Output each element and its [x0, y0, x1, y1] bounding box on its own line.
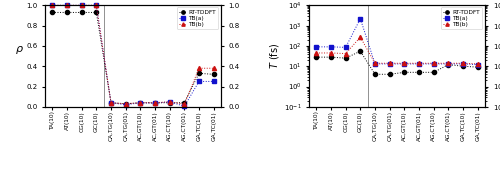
TB(a) — [342, 46, 348, 48]
RT-TDDFT — [372, 73, 378, 75]
TB(b) — [402, 62, 407, 64]
TB(a) — [152, 102, 158, 104]
TB(a) — [50, 4, 56, 6]
TB(a) — [314, 46, 320, 48]
TB(a) — [182, 105, 188, 107]
TB(a) — [474, 64, 480, 66]
TB(b) — [460, 62, 466, 64]
RT-TDDFT — [196, 72, 202, 74]
TB(b) — [416, 62, 422, 64]
Line: TB(a): TB(a) — [50, 3, 215, 108]
RT-TDDFT — [446, 64, 452, 66]
TB(b) — [50, 4, 56, 6]
RT-TDDFT — [342, 57, 348, 59]
RT-TDDFT — [210, 73, 216, 75]
TB(b) — [372, 62, 378, 64]
TB(b) — [430, 62, 436, 64]
RT-TDDFT — [78, 11, 84, 14]
Line: RT-TDDFT: RT-TDDFT — [314, 49, 480, 76]
TB(a) — [196, 80, 202, 83]
Legend: RT-TDDFT, TB(a), TB(b): RT-TDDFT, TB(a), TB(b) — [177, 7, 218, 29]
TB(b) — [108, 102, 114, 104]
TB(b) — [210, 67, 216, 69]
TB(a) — [166, 101, 172, 103]
Line: TB(a): TB(a) — [314, 17, 480, 67]
TB(b) — [94, 4, 100, 6]
RT-TDDFT — [94, 11, 100, 14]
TB(a) — [372, 63, 378, 65]
RT-TDDFT — [358, 50, 364, 52]
TB(a) — [460, 63, 466, 65]
TB(a) — [138, 102, 143, 104]
TB(b) — [182, 103, 188, 105]
TB(b) — [78, 4, 84, 6]
RT-TDDFT — [152, 102, 158, 104]
TB(b) — [64, 4, 70, 6]
TB(b) — [152, 102, 158, 104]
RT-TDDFT — [328, 56, 334, 58]
TB(b) — [342, 53, 348, 55]
TB(b) — [196, 67, 202, 69]
RT-TDDFT — [166, 102, 172, 104]
Y-axis label: $T$ (fs): $T$ (fs) — [268, 43, 281, 69]
RT-TDDFT — [138, 102, 143, 104]
TB(a) — [328, 46, 334, 48]
TB(b) — [328, 52, 334, 54]
Line: TB(b): TB(b) — [314, 35, 480, 66]
Legend: RT-TDDFT, TB(a), TB(b): RT-TDDFT, TB(a), TB(b) — [441, 7, 482, 29]
RT-TDDFT — [64, 11, 70, 14]
Line: RT-TDDFT: RT-TDDFT — [50, 10, 215, 106]
TB(b) — [446, 62, 452, 64]
TB(a) — [358, 18, 364, 20]
TB(a) — [446, 63, 452, 65]
TB(b) — [138, 102, 143, 104]
TB(a) — [78, 4, 84, 6]
RT-TDDFT — [122, 103, 128, 105]
TB(a) — [210, 80, 216, 83]
TB(b) — [314, 52, 320, 54]
TB(b) — [166, 101, 172, 103]
Y-axis label: $\rho$: $\rho$ — [14, 44, 24, 56]
TB(a) — [416, 63, 422, 65]
TB(a) — [430, 63, 436, 65]
RT-TDDFT — [314, 56, 320, 58]
RT-TDDFT — [416, 71, 422, 73]
RT-TDDFT — [50, 11, 56, 14]
TB(b) — [122, 103, 128, 105]
TB(a) — [386, 63, 392, 65]
RT-TDDFT — [182, 102, 188, 104]
Line: TB(b): TB(b) — [50, 3, 215, 106]
TB(b) — [386, 62, 392, 64]
RT-TDDFT — [474, 66, 480, 68]
TB(a) — [402, 63, 407, 65]
TB(a) — [122, 104, 128, 106]
TB(a) — [108, 102, 114, 104]
TB(b) — [358, 36, 364, 38]
TB(b) — [474, 63, 480, 65]
RT-TDDFT — [108, 102, 114, 104]
RT-TDDFT — [460, 65, 466, 67]
RT-TDDFT — [386, 73, 392, 75]
TB(a) — [64, 4, 70, 6]
TB(a) — [94, 4, 100, 6]
RT-TDDFT — [402, 71, 407, 73]
RT-TDDFT — [430, 71, 436, 73]
